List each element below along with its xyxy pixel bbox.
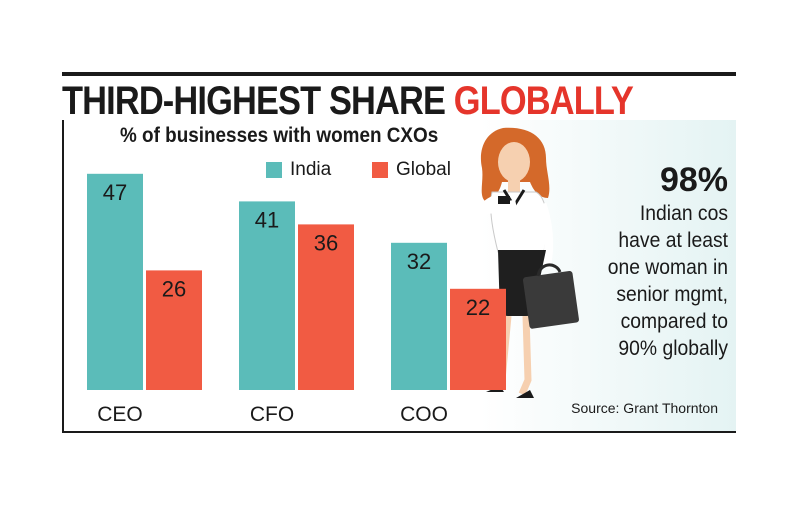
legend-label-global: Global xyxy=(396,159,451,180)
data-label-india-coo: 32 xyxy=(407,249,431,274)
bar-india-coo xyxy=(391,242,447,390)
callout-text: Indian cos have at least one woman in se… xyxy=(594,200,728,362)
headline-main: THIRD-HIGHEST SHARE xyxy=(62,79,454,123)
bars-group xyxy=(87,173,506,390)
data-label-global-cfo: 36 xyxy=(314,230,338,255)
headline-accent: GLOBALLY xyxy=(453,79,634,123)
top-rule xyxy=(62,72,736,76)
legend-swatch-global xyxy=(372,162,388,178)
callout-line: one woman in xyxy=(607,256,728,279)
bar-global-ceo xyxy=(146,270,202,390)
headline: THIRD-HIGHEST SHARE GLOBALLY xyxy=(62,79,634,123)
callout: 98% Indian cos have at least one woman i… xyxy=(582,160,728,362)
callout-line: Indian cos xyxy=(639,202,728,225)
category-label-coo: COO xyxy=(400,403,448,426)
callout-value: 98% xyxy=(659,161,728,199)
bar-india-ceo xyxy=(87,173,143,390)
bar-india-cfo xyxy=(239,201,295,390)
callout-line: senior mgmt, xyxy=(616,283,728,306)
bar-labels-group: 47 26 41 36 32 22 xyxy=(103,180,490,320)
data-label-global-ceo: 26 xyxy=(162,276,186,301)
legend-swatch-india xyxy=(266,162,282,178)
woman-figure-illustration xyxy=(478,127,579,398)
legend-label-india: India xyxy=(290,159,332,180)
legend-global: Global xyxy=(372,159,451,181)
category-label-ceo: CEO xyxy=(97,403,143,426)
category-label-cfo: CFO xyxy=(250,403,294,426)
callout-line: compared to xyxy=(620,310,728,333)
data-label-india-ceo: 47 xyxy=(103,180,127,205)
callout-line: have at least xyxy=(618,229,728,252)
data-label-india-cfo: 41 xyxy=(255,207,279,232)
bar-global-coo xyxy=(450,288,506,390)
data-label-global-coo: 22 xyxy=(466,295,490,320)
callout-line: 90% globally xyxy=(618,337,728,360)
legend-india: India xyxy=(266,159,331,181)
bar-global-cfo xyxy=(298,224,354,390)
category-labels-group: CEO CFO COO xyxy=(97,403,448,426)
source-note: Source: Grant Thornton xyxy=(571,400,718,416)
chart-title: % of businesses with women CXOs xyxy=(120,124,439,147)
